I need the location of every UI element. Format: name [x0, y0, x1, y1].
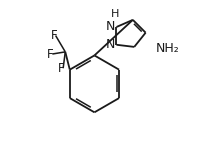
- Text: N: N: [106, 20, 115, 33]
- Text: F: F: [47, 48, 54, 60]
- Text: H: H: [111, 9, 119, 19]
- Text: N: N: [106, 38, 115, 51]
- Text: F: F: [51, 29, 57, 42]
- Text: NH₂: NH₂: [156, 41, 179, 55]
- Text: F: F: [58, 62, 65, 75]
